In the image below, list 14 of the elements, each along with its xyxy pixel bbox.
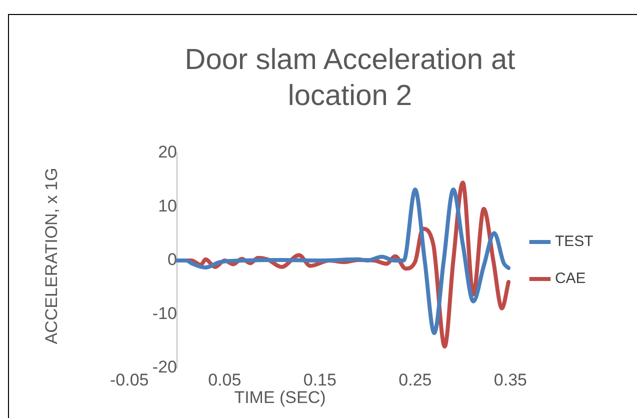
x-tick-label: 0.25 xyxy=(398,370,432,390)
x-tick-label: -0.05 xyxy=(110,370,149,390)
y-tick-label: -10 xyxy=(152,304,178,323)
x-axis-title: TIME (SEC) xyxy=(233,388,327,408)
legend-label: TEST xyxy=(554,233,594,250)
x-tick-label: 0.05 xyxy=(208,370,242,390)
legend-label: CAE xyxy=(554,270,586,288)
x-tick-label: 0.35 xyxy=(494,370,528,390)
y-axis-title: ACCELERATION, x 1G xyxy=(42,166,62,346)
y-tick-label: 20 xyxy=(158,142,178,162)
chart-title: Door slam Acceleration at location 2 xyxy=(184,43,516,114)
x-tick-label: 0.15 xyxy=(303,370,336,390)
y-tick-label: 10 xyxy=(158,196,178,216)
y-tick-label: -20 xyxy=(152,358,178,377)
